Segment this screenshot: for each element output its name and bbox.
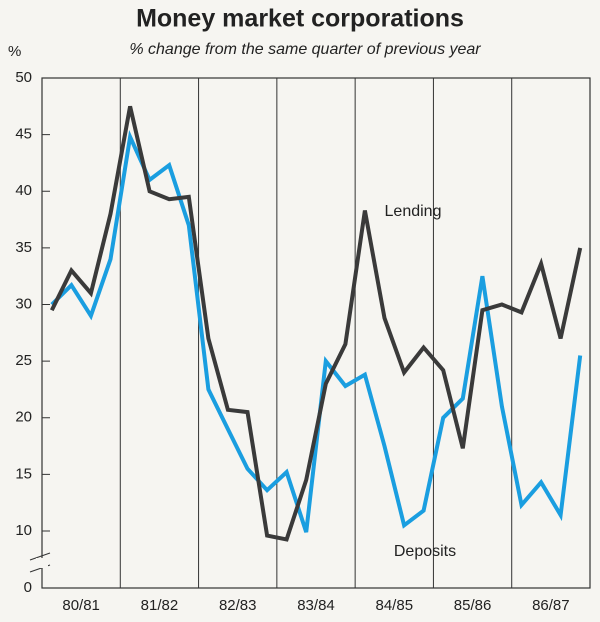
x-tick-label: 85/86 [454, 597, 492, 614]
y-tick-label: 30 [15, 295, 32, 312]
plot-frame [41, 77, 591, 589]
y-tick-label: 10 [15, 522, 32, 539]
y-tick-label: 25 [15, 352, 32, 369]
chart-title: Money market corporations [136, 5, 464, 33]
y-tick-label: 50 [15, 69, 32, 86]
y-tick-label: 15 [15, 465, 32, 482]
y-tick-label: 20 [15, 409, 32, 426]
series-line [50, 130, 583, 533]
x-tick-label: 86/87 [532, 597, 570, 614]
x-tick-label: 81/82 [141, 597, 179, 614]
y-tick-label: 35 [15, 239, 32, 256]
x-tick-label: 82/83 [219, 597, 257, 614]
series-label: Deposits [394, 543, 456, 560]
x-tick-label: 80/81 [62, 597, 100, 614]
axis-break [29, 552, 51, 561]
series-line [50, 105, 583, 542]
axis-break-gap [36, 558, 48, 568]
x-tick-label: 84/85 [376, 597, 414, 614]
y-tick-label: 40 [15, 182, 32, 199]
chart-subtitle: % change from the same quarter of previo… [129, 41, 481, 58]
x-tick-label: 83/84 [297, 597, 335, 614]
y-tick-label: 0 [24, 579, 32, 596]
y-axis-label: % [8, 43, 21, 60]
y-tick-label: 45 [15, 126, 32, 143]
series-label: Lending [385, 203, 442, 220]
